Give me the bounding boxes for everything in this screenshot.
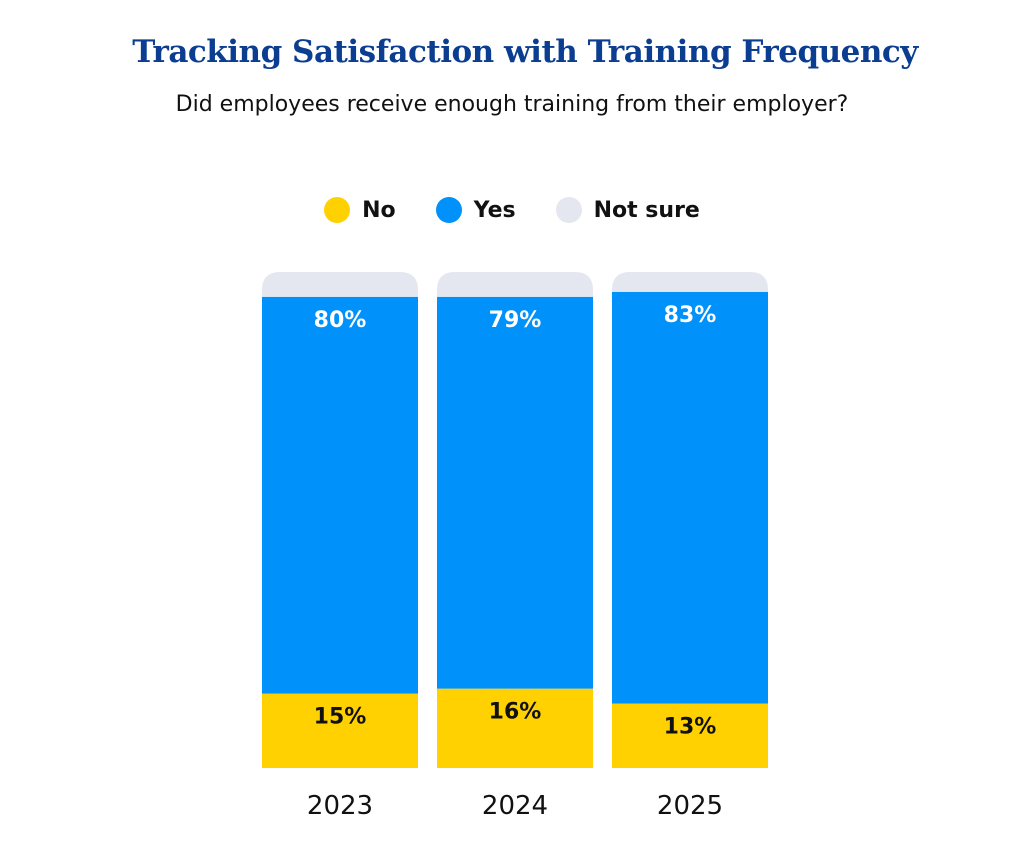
x-tick-label-2023: 2023 (307, 791, 373, 821)
data-label-no-2023: 15% (314, 705, 367, 730)
x-tick-label-2024: 2024 (482, 791, 548, 821)
legend-label-not-sure: Not sure (593, 197, 700, 223)
chart-subtitle: Did employees receive enough training fr… (175, 92, 849, 117)
data-label-yes-2023: 80% (314, 308, 367, 333)
bar-segment-yes-2024 (437, 296, 593, 689)
data-label-yes-2024: 79% (489, 308, 542, 333)
bar-2023 (262, 272, 418, 768)
bar-segment-yes-2023 (262, 296, 418, 694)
legend: No Yes Not sure (0, 197, 1024, 223)
x-tick-label-2025: 2025 (657, 791, 723, 821)
bar-segment-no-2023 (262, 693, 418, 768)
bar-2025 (612, 272, 768, 768)
legend-swatch-not-sure (555, 197, 582, 223)
legend-item-not-sure: Not sure (555, 197, 700, 223)
bar-segment-not-sure-2025 (612, 272, 768, 292)
data-label-no-2025: 13% (664, 715, 717, 740)
legend-label-yes: Yes (473, 197, 516, 223)
data-label-no-2024: 16% (489, 700, 542, 725)
bar-segment-yes-2025 (612, 291, 768, 704)
bar-segment-no-2025 (612, 703, 768, 768)
data-label-yes-2025: 83% (664, 303, 717, 328)
legend-swatch-yes (435, 197, 462, 223)
bar-segment-not-sure-2024 (437, 272, 593, 297)
bar-segment-not-sure-2023 (262, 272, 418, 297)
legend-item-no: No (324, 197, 396, 223)
legend-label-no: No (362, 197, 396, 223)
legend-item-yes: Yes (435, 197, 516, 223)
chart-title: Tracking Satisfaction with Training Freq… (132, 34, 918, 70)
bar-segment-no-2024 (437, 688, 593, 768)
legend-swatch-no (324, 197, 351, 223)
bar-2024 (437, 272, 593, 768)
